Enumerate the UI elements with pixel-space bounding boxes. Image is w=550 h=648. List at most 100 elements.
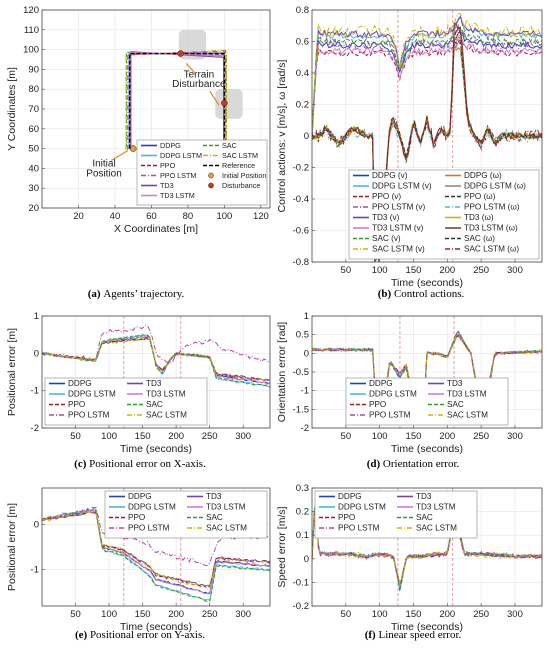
annotation-arrow [185, 63, 196, 74]
disturbance-marker [221, 99, 228, 107]
y-tick-label: -0.6 [293, 226, 309, 237]
legend-label: DDPG LSTM [338, 503, 386, 512]
y-tick-label: -1 [31, 386, 39, 397]
x-tick-label: 150 [406, 265, 422, 276]
legend-label: TD3 (v) [372, 213, 400, 222]
y-tick-label: 0 [34, 519, 39, 530]
caption-label: (d) [367, 458, 383, 470]
annotation-initial: Initial [92, 158, 115, 169]
series-line [312, 32, 542, 252]
series-line [312, 492, 542, 592]
series-line [312, 23, 542, 139]
legend-label: SAC LSTM [222, 151, 258, 160]
y-tick-label: 0 [304, 554, 309, 565]
y-tick-label: 0 [304, 131, 309, 142]
chart-c: 50 100 150 200 250 300 -2 -1 0 1 Time (seconds) Pos… [6, 311, 271, 470]
series-line [312, 31, 542, 139]
legend-label: SAC LSTM [447, 411, 488, 420]
caption-label: (f) [365, 629, 379, 641]
legend-label: SAC LSTM [416, 524, 457, 533]
legend-label: SAC [206, 513, 223, 522]
caption-text: Linear speed error. [378, 629, 461, 641]
legend-label: DDPG [68, 379, 92, 388]
reference-path [128, 52, 226, 150]
disturbance-zone [215, 89, 243, 119]
annotation-arrow [111, 150, 129, 161]
y-tick-label: 0 [34, 348, 39, 359]
y-tick-label: 110 [24, 25, 39, 36]
x-tick-label: 100 [372, 265, 388, 276]
legend-label: SAC [416, 513, 433, 522]
x-tick-label: 150 [406, 431, 422, 442]
chart-f: 50 100 150 200 250 300 -0.2 -0.1 0 0.1 0.2 0.3 Time … [276, 483, 543, 641]
series-line [312, 36, 542, 139]
y-tick-label: 0.3 [296, 483, 309, 494]
y-axis-label: Orientation error [rad] [276, 322, 288, 422]
y-tick-label: 120 [23, 5, 39, 16]
y-tick-label: -0.4 [293, 194, 309, 205]
y-tick-label: 20 [28, 203, 39, 214]
y-tick-label: -0.2 [293, 163, 309, 174]
legend-box [136, 139, 268, 206]
y-axis-label: Positional error [m] [6, 328, 18, 416]
legend-label: SAC (ω) [464, 234, 495, 243]
series-line [42, 334, 270, 388]
annotation-position: Position [86, 168, 122, 179]
legend-label: PPO LSTM [369, 411, 411, 420]
legend-label: DDPG LSTM [160, 151, 202, 160]
y-tick-label: 0.6 [296, 37, 309, 48]
y-tick-label: 0.8 [296, 5, 309, 16]
series-line [312, 503, 542, 585]
legend-label: TD3 LSTM (v) [372, 224, 424, 233]
series-line [312, 40, 542, 239]
legend-label: PPO [369, 400, 386, 409]
legend-label: DDPG [128, 492, 152, 501]
disturbance-marker [177, 50, 184, 57]
legend-label: TD3 LSTM (ω) [464, 224, 518, 233]
legend-label: PPO [160, 161, 176, 170]
x-axis-label: Time (seconds) [391, 443, 463, 455]
x-tick-label: 200 [168, 609, 184, 620]
x-axis-label: Time (seconds) [120, 443, 192, 455]
legend-label: SAC [222, 141, 237, 150]
x-tick-label: 200 [439, 265, 455, 276]
x-tick-label: 20 [73, 211, 84, 222]
plot-frame [311, 487, 543, 607]
caption: (c) Positional error on X-axis. [74, 458, 206, 470]
legend-label: TD3 LSTM [416, 503, 456, 512]
plot-layer [312, 330, 542, 421]
x-tick-label: 120 [253, 211, 269, 222]
y-tick-label: 30 [28, 183, 39, 194]
caption-text: Positional error on Y-axis. [90, 629, 205, 641]
legend-label: TD3 [160, 181, 174, 190]
caption-label: (a) [88, 288, 104, 300]
x-axis-label: X Coordinates [m] [114, 223, 198, 235]
legend-label: SAC LSTM (v) [372, 245, 425, 254]
y-tick-label: -1 [31, 565, 39, 576]
series-line [312, 14, 542, 135]
y-axis-label: Y Coordinates [m] [6, 67, 18, 151]
series-line [312, 39, 542, 134]
y-tick-label: 80 [28, 84, 39, 95]
y-tick-label: 50 [28, 144, 39, 155]
series-line [312, 331, 542, 417]
legend-label: SAC LSTM [146, 411, 187, 420]
plot-layer [312, 491, 542, 592]
caption: (b) Control actions. [378, 288, 465, 300]
y-tick-label: -2 [301, 423, 309, 434]
y-tick-label: -1.5 [293, 404, 309, 415]
y-tick-label: -1 [301, 386, 309, 397]
y-axis-label: Speed error [m/s] [276, 506, 288, 587]
series-line [42, 506, 270, 566]
x-tick-label: 200 [439, 431, 455, 442]
y-tick-label: -0.8 [293, 257, 309, 268]
legend-box [314, 490, 478, 539]
x-tick-label: 300 [507, 265, 523, 276]
legend-label: Initial Position [222, 171, 266, 180]
plot-layer [42, 324, 270, 388]
legend: DDPG SAC DDPG LSTM SAC LSTM PPO Reference PPO … [136, 139, 268, 206]
series-line [42, 511, 270, 588]
legend-label: SAC [146, 400, 163, 409]
